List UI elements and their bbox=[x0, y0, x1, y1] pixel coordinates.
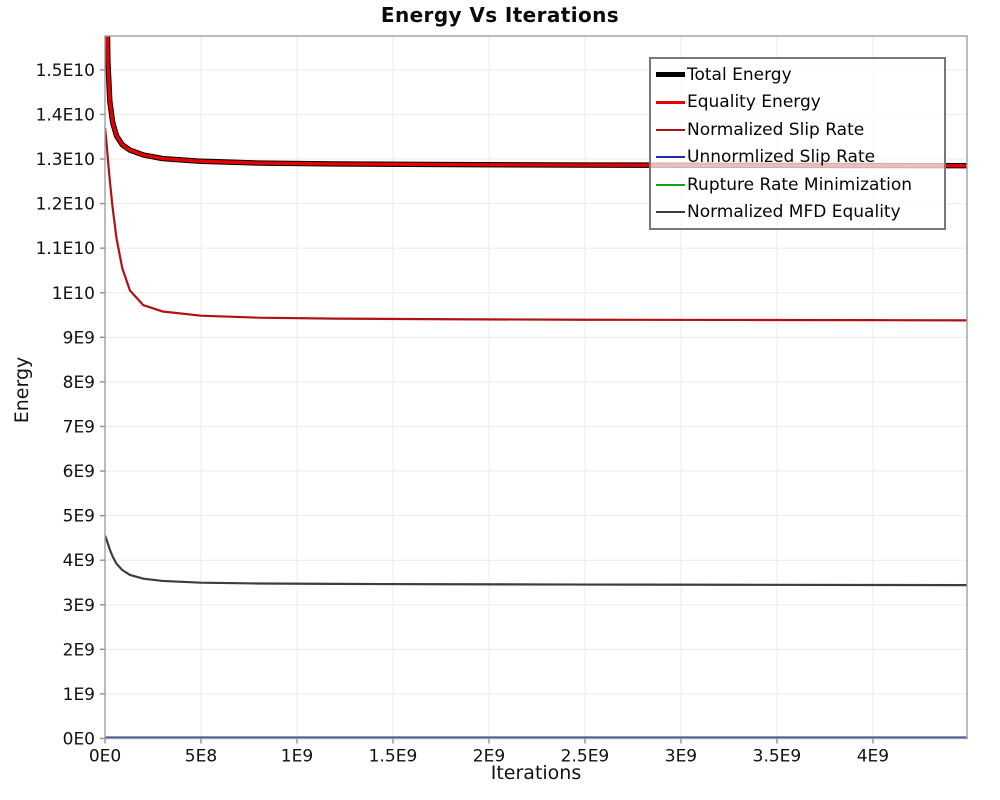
y-tick-label: 0E0 bbox=[63, 730, 95, 750]
legend-item: Normalized Slip Rate bbox=[656, 116, 940, 144]
chart-title: Energy Vs Iterations bbox=[380, 3, 620, 27]
legend-item: Unnormlized Slip Rate bbox=[656, 144, 940, 172]
y-tick-label: 8E9 bbox=[63, 373, 95, 393]
y-tick-label: 1.3E10 bbox=[36, 150, 95, 170]
legend-label: Equality Energy bbox=[687, 92, 821, 113]
y-tick-label: 3E9 bbox=[63, 596, 95, 616]
y-tick-label: 7E9 bbox=[63, 417, 95, 437]
legend-item: Rupture Rate Minimization bbox=[656, 171, 940, 199]
legend-swatch bbox=[656, 156, 685, 159]
y-tick-label: 1E10 bbox=[52, 284, 95, 304]
legend-swatch bbox=[656, 100, 685, 104]
legend-label: Rupture Rate Minimization bbox=[687, 174, 912, 195]
x-tick-label: 1.5E9 bbox=[369, 747, 418, 767]
x-tick-label: 5E8 bbox=[185, 747, 217, 767]
legend-label: Total Energy bbox=[687, 64, 792, 85]
plot-border bbox=[104, 35, 968, 740]
x-axis-title: Iterations bbox=[490, 762, 582, 784]
legend: Total Energy Equality Energy Normalized Sl… bbox=[649, 57, 946, 230]
legend-label: Normalized Slip Rate bbox=[687, 119, 865, 140]
y-tick-label: 4E9 bbox=[63, 551, 95, 571]
x-tick-label: 3E9 bbox=[665, 747, 697, 767]
y-tick-label: 1.1E10 bbox=[36, 239, 95, 259]
y-tick-label: 1.2E10 bbox=[36, 195, 95, 215]
x-tick-label: 2.5E9 bbox=[561, 747, 610, 767]
y-tick-label: 9E9 bbox=[63, 328, 95, 348]
y-tick-label: 6E9 bbox=[63, 462, 95, 482]
x-tick-label: 4E9 bbox=[857, 747, 889, 767]
y-tick-label: 5E9 bbox=[63, 507, 95, 527]
legend-swatch bbox=[656, 128, 685, 131]
x-tick-label: 1E9 bbox=[281, 747, 313, 767]
legend-label: Unnormlized Slip Rate bbox=[687, 147, 876, 168]
legend-item: Total Energy bbox=[656, 61, 940, 89]
y-tick-label: 2E9 bbox=[63, 640, 95, 660]
legend-swatch bbox=[656, 183, 685, 186]
series-equality-energy bbox=[105, 36, 967, 168]
series-normalized-slip-rate bbox=[105, 127, 967, 322]
series-normalized-mfd-equality bbox=[105, 535, 967, 587]
x-tick-label: 3.5E9 bbox=[753, 747, 802, 767]
y-tick-label: 1E9 bbox=[63, 685, 95, 705]
legend-swatch bbox=[656, 72, 685, 78]
legend-label: Normalized MFD Equality bbox=[687, 202, 901, 223]
x-tick-label: 2E9 bbox=[473, 747, 505, 767]
x-tick-label: 0E0 bbox=[89, 747, 121, 767]
y-tick-label: 1.4E10 bbox=[36, 105, 95, 125]
legend-swatch bbox=[656, 211, 685, 214]
legend-item: Equality Energy bbox=[656, 89, 940, 117]
y-tick-label: 1.5E10 bbox=[36, 61, 95, 81]
legend-item: Normalized MFD Equality bbox=[656, 199, 940, 227]
